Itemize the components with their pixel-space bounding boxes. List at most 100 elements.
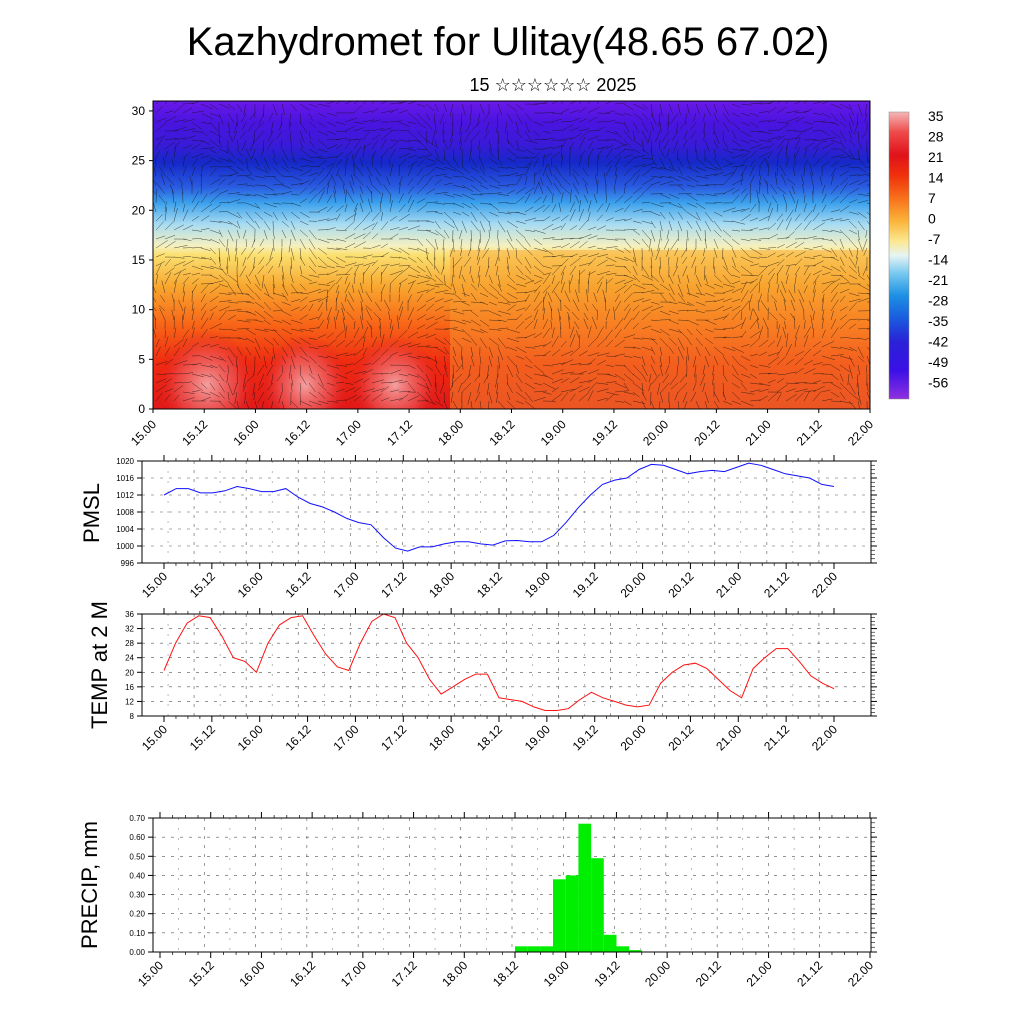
wind-barb: [722, 346, 736, 352]
wind-barb: [416, 324, 426, 330]
wind-barb: [794, 357, 804, 366]
wind-barb: [353, 378, 364, 384]
wind-barb: [227, 391, 230, 400]
wind-barb: [803, 210, 813, 222]
wind-barb: [614, 174, 618, 186]
precip-y-tick-label: 0.70: [129, 814, 145, 823]
wind-barb: [425, 121, 433, 130]
wind-barb: [326, 307, 332, 321]
wind-barb: [407, 195, 412, 204]
wind-barb: [776, 253, 785, 258]
wind-barb: [326, 238, 337, 241]
wind-barb: [353, 207, 357, 222]
wind-barb: [641, 355, 646, 366]
wind-barb: [200, 160, 212, 168]
wind-barb: [830, 154, 844, 159]
wind-barb: [713, 130, 720, 144]
wind-barb: [173, 245, 188, 249]
wind-barb: [191, 229, 202, 232]
wind-barb: [551, 386, 560, 393]
wind-barb: [254, 328, 269, 332]
wind-barb: [679, 373, 688, 383]
wind-barb: [533, 319, 538, 330]
wind-barb: [569, 346, 581, 357]
wind-barb: [857, 130, 860, 140]
wind-barb: [587, 325, 592, 339]
wind-barb: [839, 256, 845, 266]
wind-barb: [443, 220, 455, 229]
wind-barb: [299, 400, 312, 407]
wind-barb: [533, 300, 543, 312]
wind-barb: [677, 211, 684, 220]
wind-barb: [675, 121, 679, 133]
wind-barb: [317, 312, 323, 321]
wind-barb: [569, 385, 583, 393]
wind-barb: [479, 220, 486, 233]
wind-barb: [155, 263, 162, 276]
wind-barb: [595, 174, 598, 186]
wind-barb: [434, 191, 449, 195]
wind-barb: [281, 211, 288, 221]
wind-barb: [704, 238, 707, 249]
wind-barb: [641, 238, 649, 248]
wind-barb: [677, 355, 680, 365]
wind-barb: [299, 130, 305, 143]
wind-barb: [713, 346, 725, 356]
wind-barb: [550, 320, 553, 330]
wind-barb: [712, 364, 715, 376]
wind-barb: [425, 148, 433, 157]
wind-barb: [605, 194, 607, 204]
wind-barb: [641, 265, 650, 278]
wind-barb: [542, 130, 552, 134]
wind-barb: [803, 236, 817, 240]
wind-barb: [695, 103, 700, 115]
wind-barb: [758, 182, 761, 195]
wind-barb: [587, 116, 598, 123]
wind-barb: [254, 283, 262, 292]
wind-barb: [713, 328, 726, 330]
colorbar-label: 35: [928, 108, 944, 124]
wind-barb: [713, 211, 723, 217]
precip-x-tick-label: 16.12: [287, 958, 318, 989]
wind-barb: [443, 337, 452, 346]
wind-barb: [542, 341, 552, 348]
wind-barb: [278, 391, 283, 404]
wind-barb: [596, 180, 599, 195]
wind-barb: [353, 273, 356, 285]
temp-x-tick-label: 18.12: [474, 722, 505, 753]
wind-barb: [776, 373, 786, 376]
wind-barb: [317, 256, 328, 267]
wind-barb: [812, 222, 825, 231]
wind-barb: [290, 166, 304, 172]
wind-barb: [839, 112, 847, 122]
wind-barb: [443, 202, 455, 205]
cool-sector: [450, 250, 870, 409]
wind-barb: [864, 103, 868, 116]
wind-barb: [623, 265, 631, 274]
wind-barb: [691, 247, 697, 258]
wind-barb: [317, 148, 328, 153]
wind-barb: [439, 382, 445, 394]
wind-barb: [740, 152, 750, 159]
wind-barb: [587, 235, 598, 240]
wind-barb: [506, 139, 514, 148]
wind-barb: [488, 301, 497, 306]
wind-barb: [506, 391, 511, 401]
wind-barb: [477, 139, 481, 150]
wind-barb: [479, 283, 489, 294]
wind-barb: [383, 184, 391, 195]
wind-barb: [272, 148, 275, 158]
wind-barb: [488, 355, 493, 367]
wind-barb: [344, 340, 354, 348]
wind-barb: [740, 172, 744, 186]
wind-barb: [209, 344, 219, 348]
wind-barb: [758, 326, 764, 339]
wind-barb: [341, 302, 346, 312]
wind-barb: [398, 226, 409, 231]
wind-barb: [623, 303, 630, 312]
wind-barb: [578, 334, 581, 348]
precip-x-tick-label: 20.12: [693, 958, 724, 989]
wind-barb: [866, 192, 870, 195]
wind-barb: [740, 290, 749, 303]
wind-barb: [209, 148, 218, 154]
